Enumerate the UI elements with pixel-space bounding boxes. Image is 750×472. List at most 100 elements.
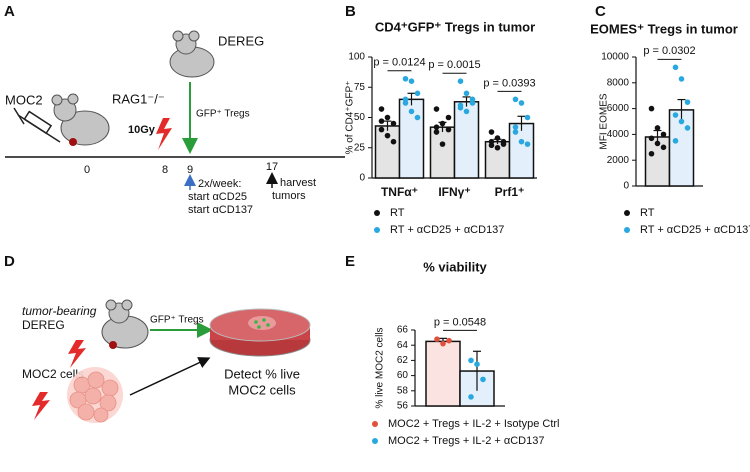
legend-label: MOC2 + Tregs + IL-2 + Isotype Ctrl (388, 418, 559, 430)
y-tick-label: 66 (397, 325, 409, 336)
data-point (672, 112, 679, 118)
data-point (684, 99, 691, 105)
data-point (678, 76, 685, 82)
mouse-icon (169, 30, 215, 78)
data-point (678, 118, 685, 125)
data-point (433, 106, 440, 112)
data-point (378, 126, 385, 133)
data-point (414, 90, 421, 97)
data-point (457, 78, 464, 84)
label: harvest (280, 177, 316, 189)
syringe-icon (13, 107, 61, 143)
radiation-icon (156, 118, 172, 150)
mouse-icon (101, 299, 149, 349)
label: DEREG (22, 318, 65, 332)
data-point (402, 75, 409, 82)
data-point (524, 141, 531, 147)
mouse-icon (51, 93, 110, 146)
data-point (512, 129, 519, 135)
y-tick-label: 50 (354, 112, 366, 123)
data-point (434, 336, 440, 342)
p-value: p = 0.0393 (483, 77, 535, 89)
data-point (468, 357, 474, 364)
y-tick-label: 2000 (607, 155, 630, 166)
data-point (524, 114, 531, 121)
data-point (414, 114, 421, 121)
y-tick-label: 25 (354, 142, 366, 153)
data-point (469, 96, 476, 103)
p-value: p = 0.0548 (434, 316, 486, 328)
data-point (660, 131, 667, 138)
label: Detect % live (224, 366, 300, 381)
cell-cluster-icon (67, 367, 123, 423)
label: 2x/week: (198, 178, 241, 190)
data-point (648, 150, 655, 157)
label: start αCD25 (188, 191, 247, 203)
y-tick-label: 4000 (607, 129, 630, 140)
legend-marker (624, 227, 630, 233)
radiation-icon (32, 392, 50, 420)
data-point (439, 141, 446, 147)
panel-label: E (345, 253, 355, 270)
p-value: p = 0.0124 (373, 57, 425, 69)
y-tick-label: 0 (623, 181, 629, 192)
legend-label: RT (640, 207, 655, 219)
data-point (518, 100, 525, 106)
y-tick-label: 0 (359, 173, 365, 184)
arrow (129, 357, 211, 396)
panel-label: B (345, 3, 356, 20)
panel-label: C (595, 3, 606, 20)
label: start αCD137 (188, 204, 253, 216)
data-point (494, 144, 501, 151)
y-axis-label: MFI EOMES (599, 93, 610, 149)
radiation-icon (68, 340, 86, 368)
label: tumors (272, 190, 306, 202)
data-point (648, 135, 655, 142)
data-point (408, 108, 415, 115)
data-point (500, 141, 507, 147)
data-point (488, 129, 495, 135)
legend-label: RT (390, 207, 405, 219)
data-point (474, 361, 480, 368)
data-point (672, 138, 679, 144)
panel-label: D (4, 253, 15, 270)
data-point (518, 138, 525, 145)
data-point (684, 125, 691, 131)
data-point (654, 125, 661, 131)
data-point (439, 120, 446, 127)
p-value: p = 0.0015 (428, 59, 480, 71)
x-tick-label: IFNγ⁺ (438, 185, 470, 199)
y-tick-label: 60 (397, 370, 409, 381)
chart-title: CD4⁺GFP⁺ Tregs in tumor (375, 19, 535, 34)
data-point (384, 132, 391, 139)
y-tick-label: 10000 (601, 52, 629, 63)
data-point (445, 126, 452, 133)
y-tick-label: 75 (354, 82, 366, 93)
day-label: 9 (187, 164, 193, 176)
data-point (512, 96, 519, 103)
chart-title: % viability (423, 259, 487, 274)
data-point (433, 124, 440, 130)
data-point (672, 64, 679, 71)
data-point (446, 337, 452, 344)
y-tick-label: 56 (397, 401, 409, 412)
data-point (648, 105, 655, 112)
y-tick-label: 100 (348, 52, 365, 63)
legend-marker (372, 438, 378, 444)
y-tick-label: 58 (397, 385, 409, 396)
data-point (468, 394, 474, 400)
data-point (660, 144, 667, 151)
legend-marker (372, 421, 378, 427)
data-point (512, 124, 519, 130)
data-point (390, 120, 397, 127)
legend-label: RT + αCD25 + αCD137 (390, 224, 504, 236)
legend-label: MOC2 + Tregs + IL-2 + αCD137 (388, 435, 544, 447)
data-point (494, 135, 501, 141)
data-point (457, 102, 464, 109)
data-point (463, 108, 470, 115)
p-value: p = 0.0302 (643, 45, 695, 57)
panel-label: A (4, 3, 15, 20)
day-label: 8 (162, 164, 168, 176)
data-point (445, 114, 452, 121)
